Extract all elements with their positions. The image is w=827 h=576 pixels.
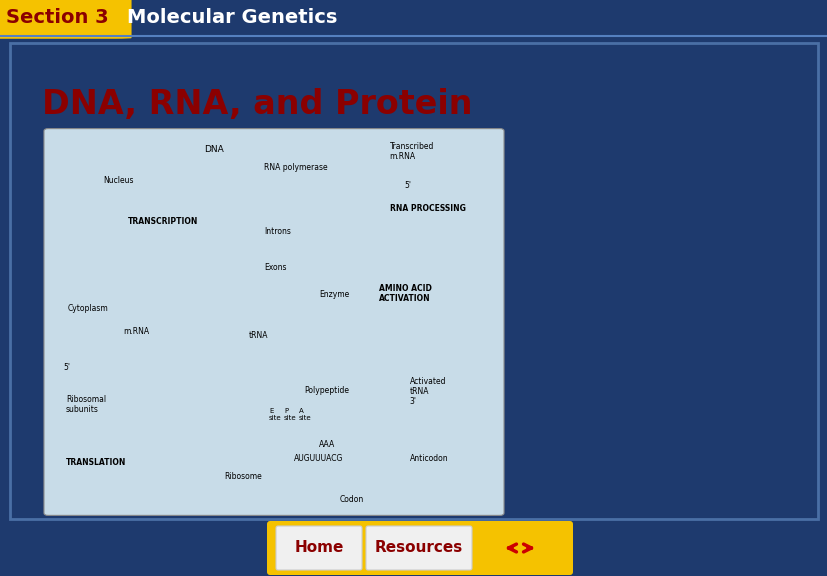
Text: 5': 5' — [404, 181, 411, 190]
Text: m.RNA: m.RNA — [123, 327, 150, 336]
Text: AAA: AAA — [319, 440, 335, 449]
FancyBboxPatch shape — [0, 0, 131, 39]
Text: RNA polymerase: RNA polymerase — [264, 163, 327, 172]
Text: Activated
tRNA
3': Activated tRNA 3' — [409, 377, 446, 407]
Text: Ribosome: Ribosome — [223, 472, 261, 481]
FancyBboxPatch shape — [275, 526, 361, 570]
Text: 5': 5' — [63, 363, 70, 372]
Text: Cytoplasm: Cytoplasm — [68, 304, 108, 313]
Text: DNA, RNA, and Protein: DNA, RNA, and Protein — [42, 88, 472, 121]
Text: Resources: Resources — [375, 540, 462, 555]
Text: P
site: P site — [284, 408, 296, 422]
Text: TRANSLATION: TRANSLATION — [66, 458, 127, 468]
Text: Section 3: Section 3 — [6, 7, 108, 26]
Text: TRANSCRIPTION: TRANSCRIPTION — [128, 217, 198, 226]
Text: AMINO ACID
ACTIVATION: AMINO ACID ACTIVATION — [379, 284, 432, 303]
FancyBboxPatch shape — [366, 526, 471, 570]
Text: Transcribed
m.RNA: Transcribed m.RNA — [389, 142, 433, 161]
Text: Nucleus: Nucleus — [103, 176, 134, 185]
Text: Exons: Exons — [264, 263, 286, 272]
FancyBboxPatch shape — [266, 521, 572, 575]
Text: Ribosomal
subunits: Ribosomal subunits — [66, 395, 106, 414]
Text: AUGUUUACG: AUGUUUACG — [294, 454, 343, 463]
FancyBboxPatch shape — [44, 128, 504, 516]
Text: Molecular Genetics: Molecular Genetics — [127, 7, 337, 26]
Text: Codon: Codon — [339, 495, 363, 504]
Text: DNA: DNA — [203, 145, 223, 154]
Text: E
site: E site — [269, 408, 281, 422]
Text: Enzyme: Enzyme — [319, 290, 349, 299]
Text: Introns: Introns — [264, 226, 290, 236]
Text: tRNA: tRNA — [249, 331, 268, 340]
Text: RNA PROCESSING: RNA PROCESSING — [389, 204, 465, 213]
Text: Home: Home — [294, 540, 343, 555]
Text: A
site: A site — [299, 408, 311, 422]
Text: Polypeptide: Polypeptide — [304, 386, 349, 395]
Text: Anticodon: Anticodon — [409, 454, 447, 463]
